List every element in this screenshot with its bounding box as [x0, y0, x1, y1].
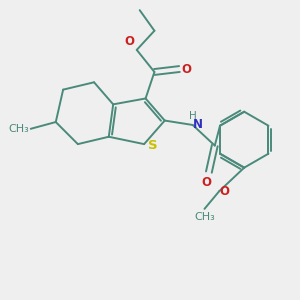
Text: CH₃: CH₃: [194, 212, 215, 222]
Text: O: O: [124, 35, 134, 48]
Text: S: S: [148, 139, 157, 152]
Text: O: O: [201, 176, 211, 189]
Text: N: N: [193, 118, 203, 131]
Text: CH₃: CH₃: [8, 124, 29, 134]
Text: O: O: [219, 185, 229, 198]
Text: O: O: [182, 62, 192, 76]
Text: H: H: [189, 111, 196, 122]
